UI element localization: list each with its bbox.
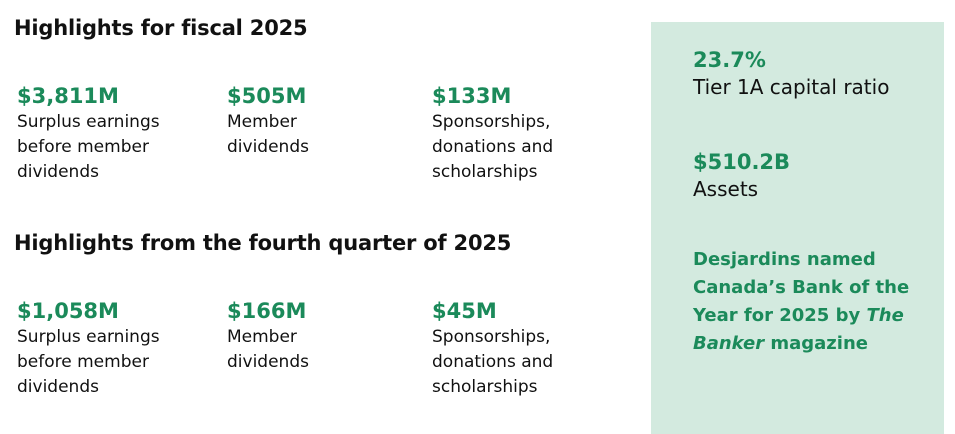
stat: $510.2B Assets [693,148,790,202]
section-title: Highlights for fiscal 2025 [14,16,308,40]
stat-value: 23.7% [693,48,766,72]
statement-italic: The Banker [693,305,904,354]
highlight-label: Member dividends [227,110,309,160]
label-line: scholarships [432,377,538,397]
highlight-label: Member dividends [227,325,309,375]
highlight-value: $505M [227,84,307,108]
label-line: dividends [17,162,99,182]
highlight-value: $3,811M [17,84,119,108]
highlight-item: $505M Member dividends [227,82,309,160]
highlight-label: Surplus earnings before member dividends [17,110,160,185]
highlight-value: $133M [432,84,512,108]
statement-text: Desjardins named Canada’s Bank of the Ye… [693,249,910,326]
sidebar: Desjardins named Canada’s Bank of the Ye… [651,22,944,434]
label-line: before member [17,352,149,372]
highlight-item: $133M Sponsorships, donations and scholarsh… [432,82,553,185]
stat: 23.7% Tier 1A capital ratio [693,46,889,100]
highlight-label: Sponsorships, donations and scholarships [432,110,553,185]
label-line: donations and [432,352,554,372]
stat-label: Assets [693,177,759,201]
highlight-item: $3,811M Surplus earnings before member divi… [17,82,160,185]
highlight-value: $45M [432,299,497,323]
stat-label: Tier 1A capital ratio [693,75,890,99]
label-line: dividends [227,352,309,372]
statement-text: magazine [764,333,868,354]
label-line: Surplus earnings [17,327,160,347]
label-line: Surplus earnings [17,112,160,132]
stat-value: $510.2B [693,150,791,174]
label-line: Sponsorships, [432,327,551,347]
label-line: dividends [227,137,309,157]
label-line: Member [227,327,297,347]
label-line: Member [227,112,297,132]
label-line: dividends [17,377,99,397]
label-line: scholarships [432,162,538,182]
statement: Desjardins named Canada’s Bank of the Ye… [693,246,928,358]
highlight-item: $1,058M Surplus earnings before member divi… [17,297,160,400]
label-line: before member [17,137,149,157]
label-line: Sponsorships, [432,112,551,132]
highlight-item: $45M Sponsorships, donations and scholarshi… [432,297,553,400]
label-line: donations and [432,137,554,157]
highlight-value: $1,058M [17,299,119,323]
highlight-label: Sponsorships, donations and scholarships [432,325,553,400]
highlight-item: $166M Member dividends [227,297,309,375]
highlight-value: $166M [227,299,307,323]
highlight-label: Surplus earnings before member dividends [17,325,160,400]
section-title: Highlights from the fourth quarter of 20… [14,231,512,255]
